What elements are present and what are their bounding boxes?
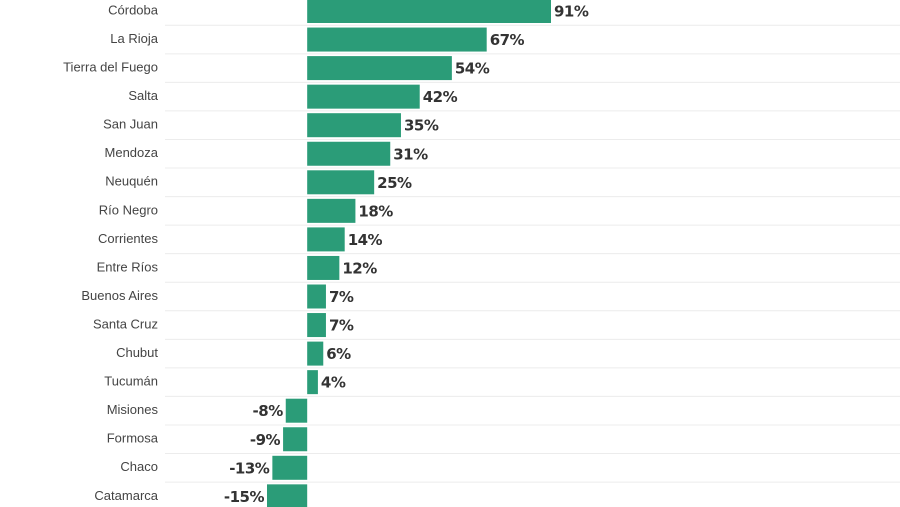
category-label: Entre Ríos: [97, 259, 159, 274]
category-label: Corrientes: [98, 231, 158, 246]
bar: [307, 27, 487, 52]
value-label: -13%: [229, 459, 270, 477]
bar: [307, 84, 420, 109]
value-label: 42%: [423, 88, 458, 106]
bar: [307, 113, 401, 138]
category-label: Tucumán: [104, 374, 158, 389]
category-label: Santa Cruz: [93, 316, 158, 331]
bar: [307, 198, 356, 223]
value-label: 35%: [404, 117, 439, 135]
category-label: Río Negro: [99, 202, 158, 217]
category-label: Salta: [128, 88, 158, 103]
category-label: San Juan: [103, 117, 158, 132]
bar: [307, 313, 326, 338]
value-label: -15%: [224, 488, 265, 506]
value-label: 7%: [329, 288, 354, 306]
category-label: Formosa: [107, 431, 159, 446]
category-label: Mendoza: [105, 145, 159, 160]
bar: [285, 398, 308, 423]
value-label: 31%: [393, 145, 428, 163]
category-label: Chaco: [120, 459, 158, 474]
category-label: Tierra del Fuego: [63, 60, 158, 75]
bar: [307, 227, 345, 252]
value-label: 12%: [342, 259, 377, 277]
value-label: 6%: [326, 345, 351, 363]
bar: [307, 284, 326, 309]
category-label: Chubut: [116, 345, 158, 360]
value-label: -8%: [253, 402, 284, 420]
value-label: 4%: [321, 374, 346, 392]
category-label: Córdoba: [108, 2, 159, 17]
bar: [267, 484, 308, 507]
bar: [283, 427, 308, 452]
bar: [307, 341, 324, 366]
value-label: 91%: [554, 3, 589, 21]
category-label: Catamarca: [94, 488, 158, 503]
value-label: -9%: [250, 431, 281, 449]
value-label: 54%: [455, 60, 490, 78]
category-label: La Rioja: [110, 31, 158, 46]
value-label: 7%: [329, 317, 354, 335]
value-label: 14%: [348, 231, 383, 249]
bar: [307, 56, 452, 81]
category-label: Neuquén: [105, 174, 158, 189]
bar: [272, 455, 308, 480]
bar: [307, 141, 391, 166]
bar: [307, 170, 375, 195]
category-label: Misiones: [107, 402, 159, 417]
bar: [307, 0, 551, 23]
value-label: 67%: [490, 31, 525, 49]
category-label: Buenos Aires: [81, 288, 158, 303]
value-label: 18%: [358, 202, 393, 220]
bar: [307, 255, 340, 280]
value-label: 25%: [377, 174, 412, 192]
bar: [307, 370, 318, 395]
